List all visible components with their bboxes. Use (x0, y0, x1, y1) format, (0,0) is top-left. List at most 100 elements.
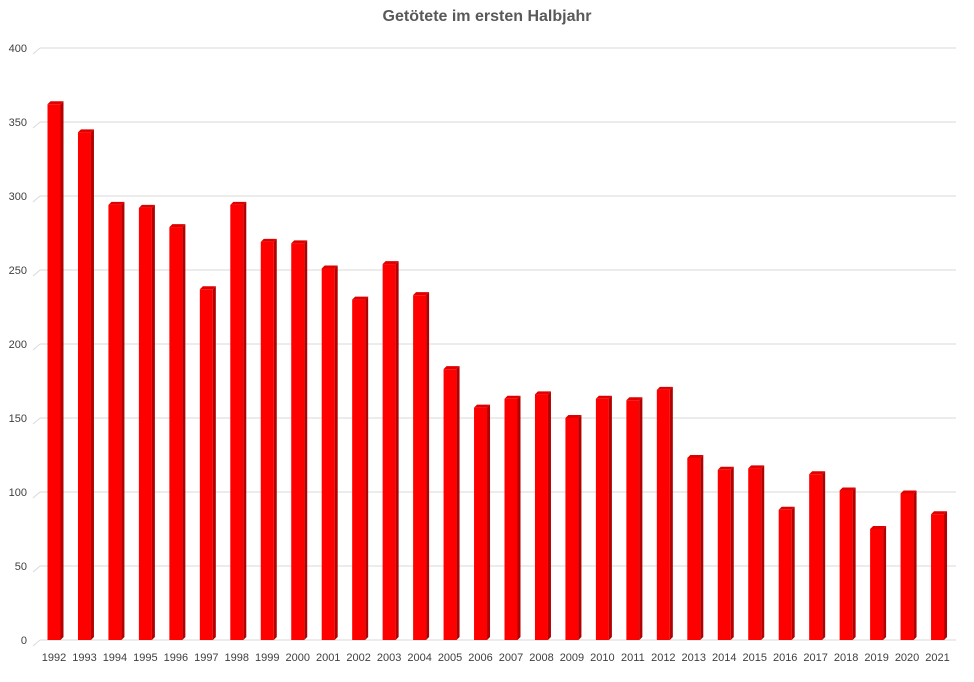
x-tick-label: 2011 (621, 652, 645, 664)
bar (717, 466, 734, 640)
bar-top (931, 511, 948, 515)
bar-side (700, 454, 704, 640)
bar-front (687, 457, 701, 640)
x-tick-label: 2007 (499, 652, 523, 664)
bar-front (382, 264, 396, 640)
bar-front (809, 474, 823, 640)
x-tick-label: 2001 (316, 652, 340, 664)
bar-front (169, 227, 183, 640)
y-tick-label: 150 (9, 413, 27, 425)
bar (413, 292, 430, 640)
bar-top (169, 224, 186, 228)
bar (260, 238, 277, 640)
bar-side (669, 386, 673, 640)
bar-top (47, 101, 64, 105)
bar-side (639, 397, 643, 640)
bar-front (352, 299, 366, 640)
x-tick-label: 1998 (225, 652, 249, 664)
bar (809, 471, 826, 640)
x-tick-label: 2021 (925, 652, 949, 664)
x-tick-label: 2008 (529, 652, 553, 664)
bar-top (443, 366, 460, 370)
y-tick-label: 250 (9, 265, 27, 277)
bar-top (656, 386, 673, 390)
bar-front (900, 493, 914, 640)
y-axis-stub (32, 417, 41, 425)
bar (839, 487, 856, 640)
bar-front (413, 295, 427, 640)
bar-front (870, 529, 884, 640)
bar-front (230, 204, 244, 640)
y-tick-label: 400 (9, 43, 27, 55)
bar-top (839, 487, 856, 491)
bar-side (182, 224, 186, 640)
x-tick-label: 2002 (346, 652, 370, 664)
y-axis-stub (32, 565, 41, 573)
y-tick-label: 100 (9, 487, 27, 499)
x-tick-label: 2013 (682, 652, 706, 664)
bar-top (260, 238, 277, 242)
bar (595, 395, 612, 640)
bar-side (304, 240, 308, 641)
bar-top (138, 204, 155, 208)
bar (778, 506, 795, 640)
bar (626, 397, 643, 640)
bar-side (395, 261, 399, 640)
bar-top (748, 465, 765, 469)
bar-side (90, 129, 94, 641)
bar (77, 129, 94, 641)
bar-top (870, 526, 887, 529)
bar (504, 395, 521, 640)
bar-side (761, 465, 765, 640)
y-tick-label: 0 (21, 635, 27, 647)
bar-side (578, 415, 582, 640)
bar (382, 261, 399, 640)
bar (230, 201, 247, 640)
bar-side (212, 286, 216, 640)
bar-front (931, 514, 945, 640)
x-tick-label: 2005 (438, 652, 462, 664)
x-tick-label: 2003 (377, 652, 401, 664)
x-tick-label: 2009 (560, 652, 584, 664)
bar-top (352, 296, 369, 300)
x-tick-label: 1992 (42, 652, 66, 664)
bar-front (626, 400, 640, 640)
bar (565, 415, 582, 640)
y-axis-stub (32, 269, 41, 277)
x-tick-label: 1994 (103, 652, 127, 664)
bar-side (426, 292, 430, 640)
y-axis-stub (32, 47, 41, 55)
x-tick-label: 2010 (590, 652, 614, 664)
chart-title: Getötete im ersten Halbjahr (382, 8, 592, 25)
x-tick-label: 1996 (164, 652, 188, 664)
bar (870, 526, 887, 640)
bar-top (809, 471, 826, 475)
bar-front (565, 418, 579, 640)
y-axis-stub (32, 491, 41, 499)
bar (656, 386, 673, 640)
bar-top (108, 201, 125, 205)
bar-side (121, 201, 125, 640)
bar (900, 490, 917, 640)
x-tick-label: 2006 (468, 652, 492, 664)
bar (169, 224, 186, 640)
bar (138, 204, 155, 640)
bar (291, 240, 308, 641)
bar (687, 454, 704, 640)
bar-side (243, 201, 247, 640)
bar-side (944, 511, 948, 640)
y-tick-label: 200 (9, 339, 27, 351)
bar-top (199, 286, 216, 290)
bar-front (595, 398, 609, 640)
bar (199, 286, 216, 640)
bar-top (534, 391, 551, 395)
bar-top (230, 201, 247, 205)
bar-front (656, 389, 670, 640)
bar (474, 404, 491, 640)
y-tick-label: 300 (9, 191, 27, 203)
bar-side (730, 466, 734, 640)
bar-top (382, 261, 399, 265)
y-axis-stub (32, 121, 41, 129)
x-tick-label: 2018 (834, 652, 858, 664)
